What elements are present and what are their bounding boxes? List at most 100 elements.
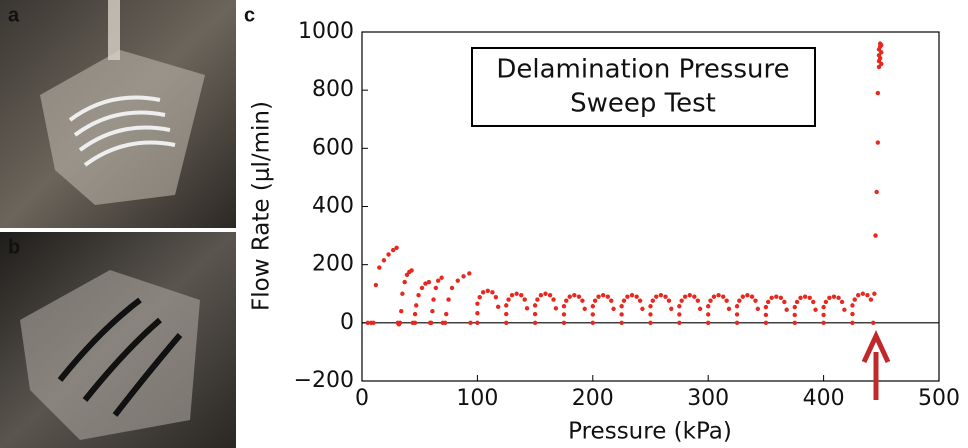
point xyxy=(423,281,428,286)
point xyxy=(400,291,405,296)
point xyxy=(371,320,376,326)
point xyxy=(877,55,883,61)
point xyxy=(763,320,769,326)
point xyxy=(561,312,567,317)
point xyxy=(522,297,527,302)
y-tick-label: 800 xyxy=(312,77,354,102)
point xyxy=(433,285,439,291)
point xyxy=(706,304,711,309)
point xyxy=(774,294,779,299)
point xyxy=(475,320,480,326)
point xyxy=(871,320,876,326)
point xyxy=(682,294,688,299)
point xyxy=(637,298,643,303)
point xyxy=(409,268,414,273)
point xyxy=(532,303,538,308)
point xyxy=(648,312,653,317)
point xyxy=(605,294,611,299)
point xyxy=(740,294,746,299)
x-tick-label: 400 xyxy=(803,386,845,411)
x-tick-label: 300 xyxy=(687,386,729,411)
x-axis-label: Pressure (kPa) xyxy=(568,419,732,445)
point xyxy=(412,311,418,317)
point xyxy=(821,304,826,310)
annotation: Delamination Pressure xyxy=(496,55,789,85)
point xyxy=(798,295,803,301)
point xyxy=(461,274,466,279)
point xyxy=(811,299,816,305)
point xyxy=(596,294,601,299)
point xyxy=(831,294,837,299)
point xyxy=(561,320,567,326)
point xyxy=(504,320,509,326)
point xyxy=(444,311,449,317)
point xyxy=(412,320,418,326)
point xyxy=(480,290,486,295)
y-tick-label: 0 xyxy=(340,310,354,335)
point xyxy=(865,293,870,298)
photo-b xyxy=(0,232,236,448)
point xyxy=(794,299,800,305)
point xyxy=(430,309,435,314)
point xyxy=(706,320,711,326)
point xyxy=(475,301,480,306)
point xyxy=(535,297,540,302)
point xyxy=(431,297,436,302)
point xyxy=(879,61,884,67)
point xyxy=(504,311,509,317)
x-tick-label: 200 xyxy=(572,386,614,411)
point xyxy=(426,279,432,285)
photo-a xyxy=(0,0,236,228)
point xyxy=(677,312,682,317)
point xyxy=(875,140,881,145)
point xyxy=(619,320,624,326)
point xyxy=(377,265,382,270)
point xyxy=(590,312,595,317)
point xyxy=(850,311,855,317)
point xyxy=(868,297,874,302)
panel-label: a xyxy=(8,4,20,26)
panel-label: b xyxy=(8,236,20,258)
point xyxy=(485,288,490,294)
point xyxy=(365,320,370,326)
point xyxy=(679,298,684,303)
point xyxy=(721,294,726,299)
point xyxy=(390,247,396,253)
point xyxy=(475,311,480,316)
point xyxy=(590,320,595,326)
point xyxy=(592,298,598,303)
annotation: Sweep Test xyxy=(570,89,716,119)
point xyxy=(663,294,668,299)
point xyxy=(654,294,659,299)
point xyxy=(875,90,881,96)
point xyxy=(850,303,855,308)
point xyxy=(872,291,877,296)
point xyxy=(852,297,857,302)
point xyxy=(879,42,884,48)
point xyxy=(373,282,379,288)
point xyxy=(802,294,808,299)
point xyxy=(821,320,826,326)
point xyxy=(687,293,692,298)
point xyxy=(716,293,721,298)
point xyxy=(455,278,460,283)
point xyxy=(619,312,624,317)
point xyxy=(580,298,585,303)
point xyxy=(551,297,556,302)
point xyxy=(677,304,682,309)
point xyxy=(446,297,451,302)
point xyxy=(582,306,587,312)
point xyxy=(792,312,797,318)
point xyxy=(726,306,732,312)
point xyxy=(813,307,818,312)
point xyxy=(658,293,664,298)
annotation-box xyxy=(471,47,816,127)
point xyxy=(519,293,524,298)
point xyxy=(766,299,771,305)
y-tick-label: 1000 xyxy=(298,19,354,44)
point xyxy=(737,298,742,303)
point xyxy=(697,306,703,312)
point xyxy=(532,311,538,317)
point xyxy=(399,309,404,314)
